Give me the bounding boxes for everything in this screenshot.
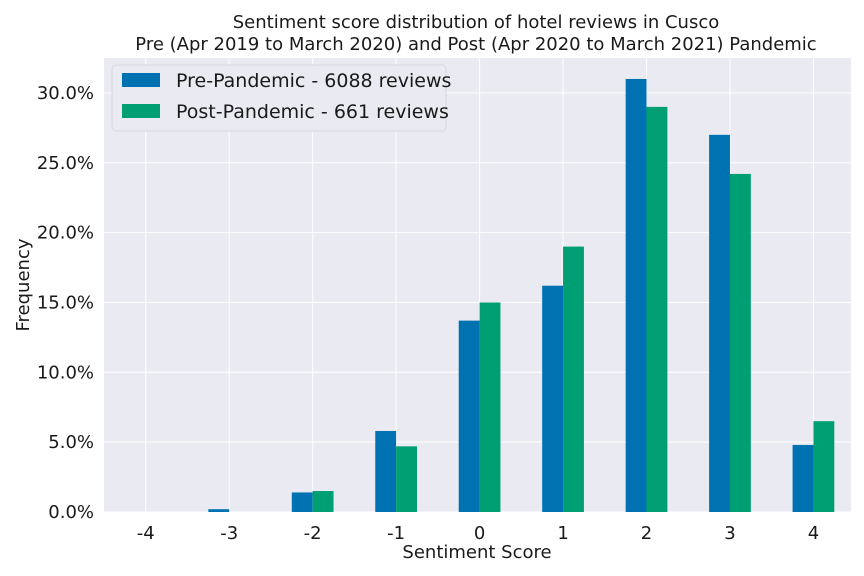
x-tick-label: -1: [387, 523, 405, 544]
y-tick-label: 15.0%: [37, 292, 94, 313]
y-axis-ticks: 0.0% 5.0% 10.0% 15.0% 20.0% 25.0% 30.0%: [37, 83, 94, 523]
chart-subtitle: Pre (Apr 2019 to March 2020) and Post (A…: [135, 34, 816, 55]
bar-pre-pandemic: [792, 444, 814, 512]
bar-pre-pandemic: [709, 134, 730, 513]
bar-post-pandemic: [312, 491, 334, 512]
bar-pre-pandemic: [458, 320, 480, 512]
bar-post-pandemic: [563, 246, 584, 513]
legend-label-pre: Pre-Pandemic - 6088 reviews: [176, 70, 451, 92]
legend-swatch-post: [122, 104, 160, 118]
x-tick-label: 0: [474, 523, 485, 544]
legend-box: [111, 64, 447, 132]
bar-pre-pandemic: [375, 430, 397, 512]
bar-post-pandemic: [813, 421, 835, 512]
x-axis-ticks: -4 -3 -2 -1 0 1 2 3 4: [137, 523, 819, 544]
legend: Pre-Pandemic - 6088 reviews Post-Pandemi…: [111, 64, 451, 132]
chart-title: Sentiment score distribution of hotel re…: [233, 12, 720, 33]
x-tick-label: 1: [557, 523, 568, 544]
bars: [208, 78, 835, 513]
bar-post-pandemic: [729, 173, 751, 512]
x-tick-label: 3: [724, 523, 735, 544]
x-axis-label: Sentiment Score: [402, 542, 551, 563]
y-tick-label: 10.0%: [37, 362, 94, 383]
bar-post-pandemic: [646, 106, 668, 513]
y-tick-label: 20.0%: [37, 223, 94, 244]
y-tick-label: 25.0%: [37, 153, 94, 174]
bar-post-pandemic: [396, 446, 417, 512]
bar-pre-pandemic: [625, 78, 647, 512]
x-tick-label: -4: [137, 523, 155, 544]
bar-pre-pandemic: [291, 492, 313, 512]
bar-pre-pandemic: [208, 509, 230, 512]
bar-post-pandemic: [479, 302, 501, 512]
y-tick-label: 5.0%: [48, 432, 94, 453]
y-tick-label: 0.0%: [48, 502, 94, 523]
legend-swatch-pre: [122, 73, 160, 87]
y-tick-label: 30.0%: [37, 83, 94, 104]
legend-label-post: Post-Pandemic - 661 reviews: [176, 101, 449, 123]
x-tick-label: 4: [808, 523, 819, 544]
x-tick-label: -2: [304, 523, 322, 544]
x-tick-label: 2: [641, 523, 652, 544]
y-axis-label: Frequency: [13, 238, 34, 331]
bar-pre-pandemic: [542, 285, 564, 512]
x-tick-label: -3: [220, 523, 238, 544]
